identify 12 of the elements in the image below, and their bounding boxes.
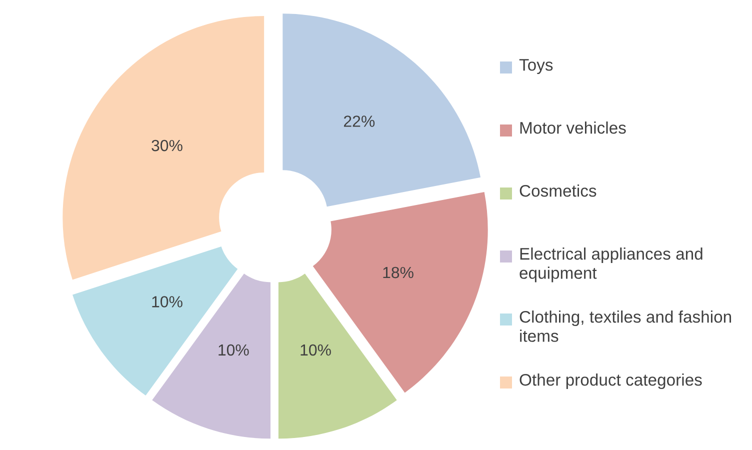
data-label: 10% — [218, 344, 249, 356]
legend-label: Cosmetics — [520, 184, 596, 197]
data-label: 30% — [152, 140, 182, 152]
legend-label: Toys — [519, 59, 553, 74]
legend-label: Clothing, textiles and fashion items — [520, 310, 732, 342]
legend-label: Motor vehicles — [520, 122, 626, 134]
data-label: 22% — [344, 116, 375, 127]
legend-label: Electrical appliances and equipment — [520, 248, 702, 282]
legend-label: Other product categories — [520, 374, 702, 390]
data-label: 18% — [383, 266, 414, 278]
data-label: 10% — [152, 296, 182, 308]
data-label: 10% — [300, 344, 331, 356]
